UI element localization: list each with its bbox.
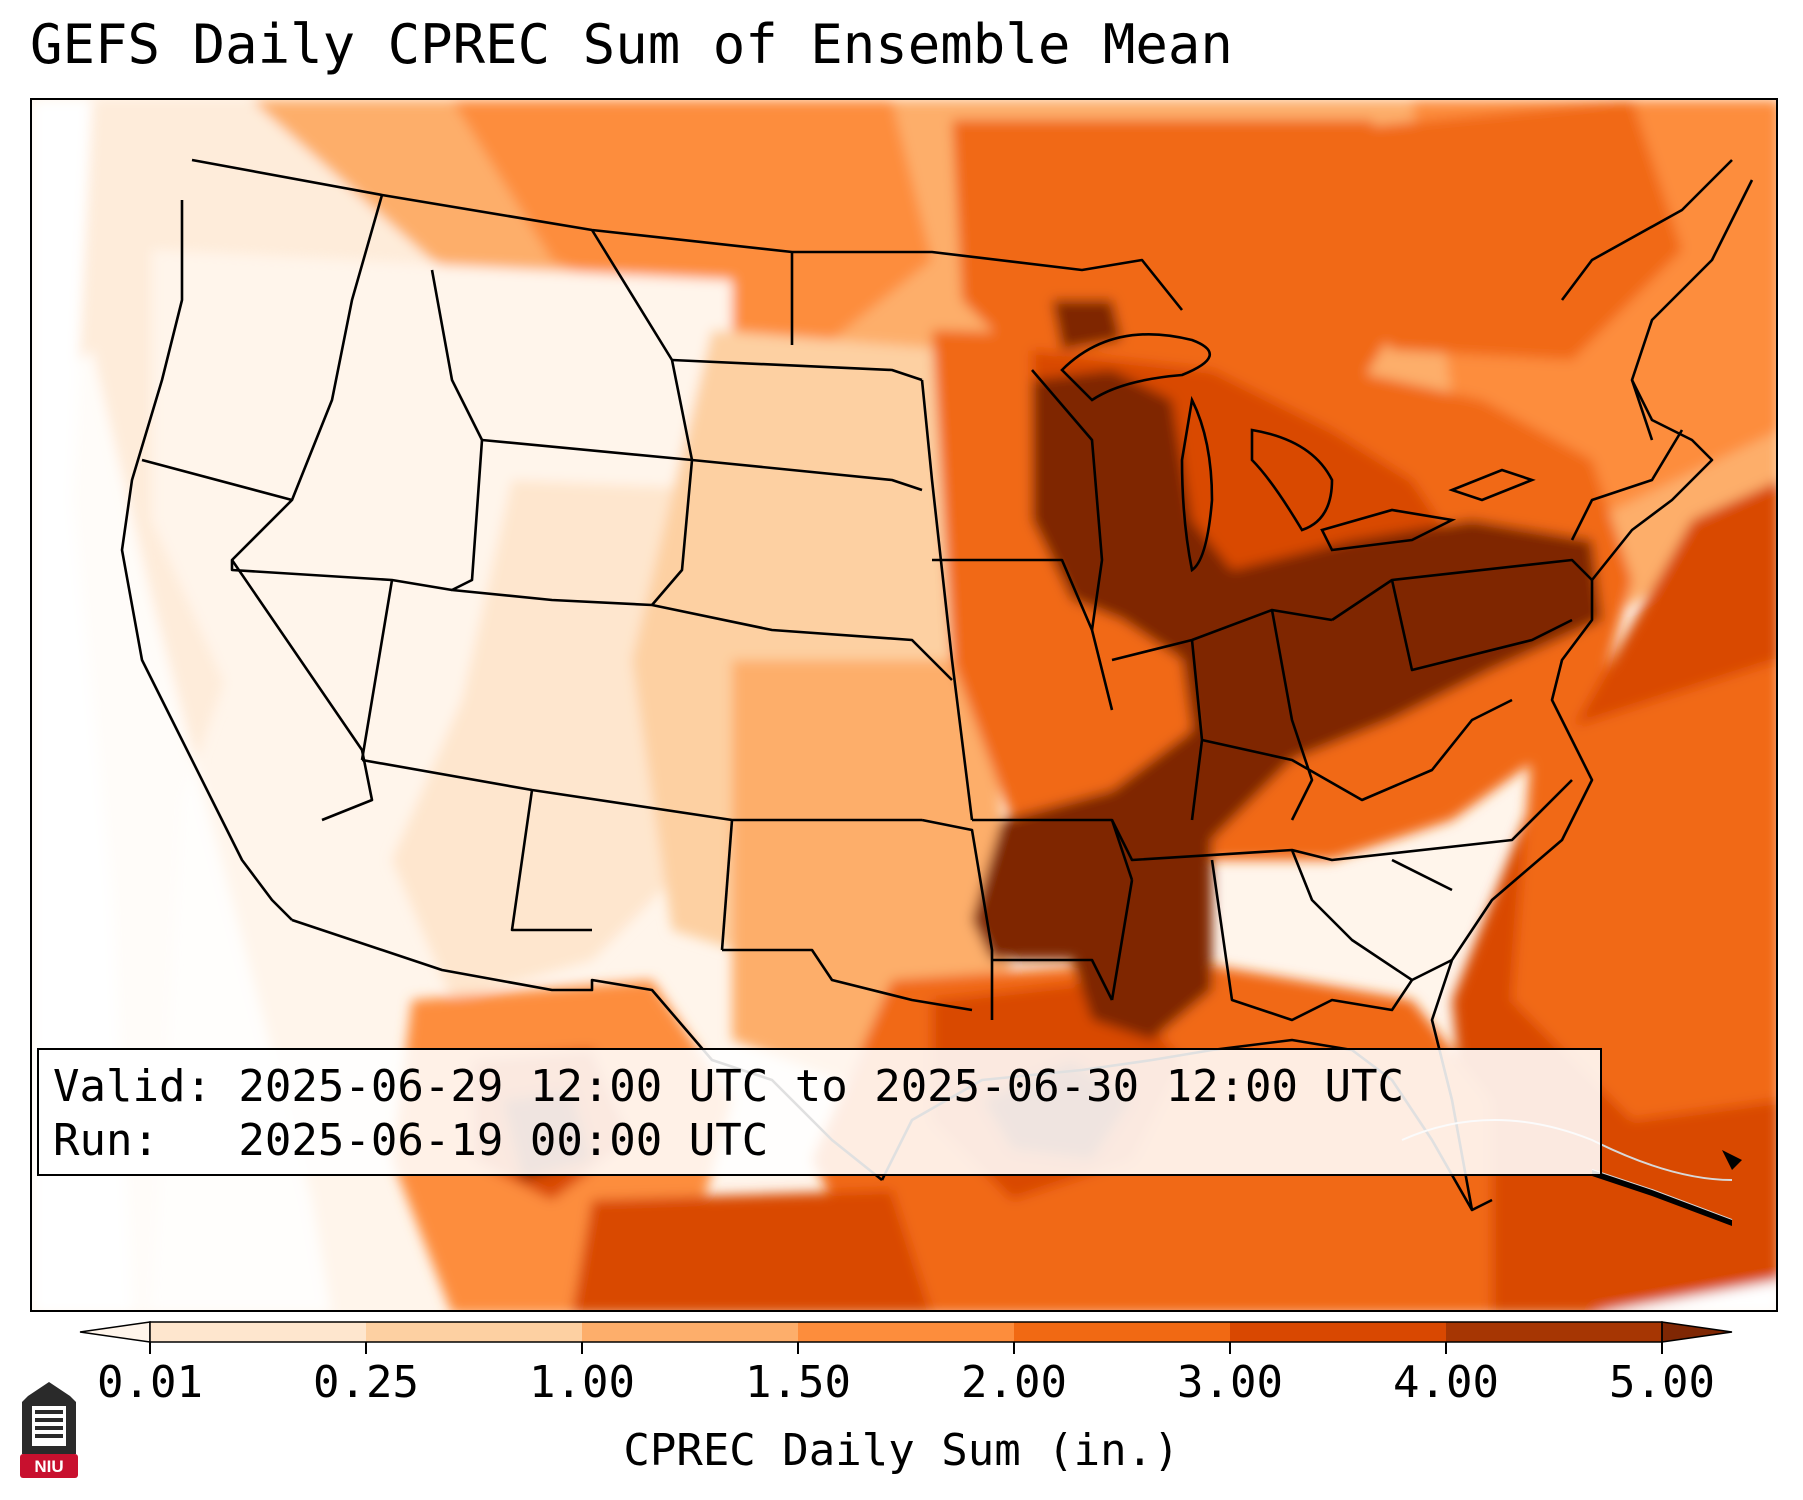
state-boundaries xyxy=(120,158,1754,1212)
logo-accent xyxy=(20,1454,78,1478)
colorbar-tick-label: 2.00 xyxy=(961,1357,1067,1408)
run-line: Run: 2025-06-19 00:00 UTC xyxy=(53,1115,769,1166)
colorbar xyxy=(79,1321,1733,1354)
map-title: GEFS Daily CPREC Sum of Ensemble Mean xyxy=(30,13,1233,76)
valid-line: Valid: 2025-06-29 12:00 UTC to 2025-06-3… xyxy=(53,1061,1405,1112)
colorbar-cell xyxy=(150,1322,367,1342)
colorbar-extend-low xyxy=(79,1321,151,1343)
colorbar-tick-label: 0.01 xyxy=(97,1357,203,1408)
colorbar-tick-label: 0.25 xyxy=(313,1357,419,1408)
niu-logo: NIU xyxy=(20,1382,78,1478)
colorbar-tick-label: 5.00 xyxy=(1609,1357,1715,1408)
colorbar-tick-label: 1.50 xyxy=(745,1357,851,1408)
colorbar-tick-label: 4.00 xyxy=(1393,1357,1499,1408)
valid-time-box: Valid: 2025-06-29 12:00 UTC to 2025-06-3… xyxy=(37,1048,1602,1176)
colorbar-extend-high xyxy=(1661,1321,1733,1343)
colorbar-ticks xyxy=(149,1342,1663,1354)
colorbar-cell xyxy=(798,1322,1015,1342)
colorbar-cell xyxy=(1014,1322,1231,1342)
colorbar-tick-label: 1.00 xyxy=(529,1357,635,1408)
logo-text: NIU xyxy=(34,1457,63,1476)
colorbar-outline xyxy=(149,1321,1663,1343)
islands xyxy=(1592,1150,1742,1226)
colorbar-cell xyxy=(1230,1322,1447,1342)
colorbar-cell xyxy=(366,1322,583,1342)
colorbar-label: CPREC Daily Sum (in.) xyxy=(623,1425,1180,1476)
colorbar-cells xyxy=(79,1321,1733,1343)
colorbar-tick-label: 3.00 xyxy=(1177,1357,1283,1408)
great-lakes-outline xyxy=(1060,333,1536,573)
colorbar-cell xyxy=(582,1322,799,1342)
colorbar-cell xyxy=(1446,1322,1663,1342)
